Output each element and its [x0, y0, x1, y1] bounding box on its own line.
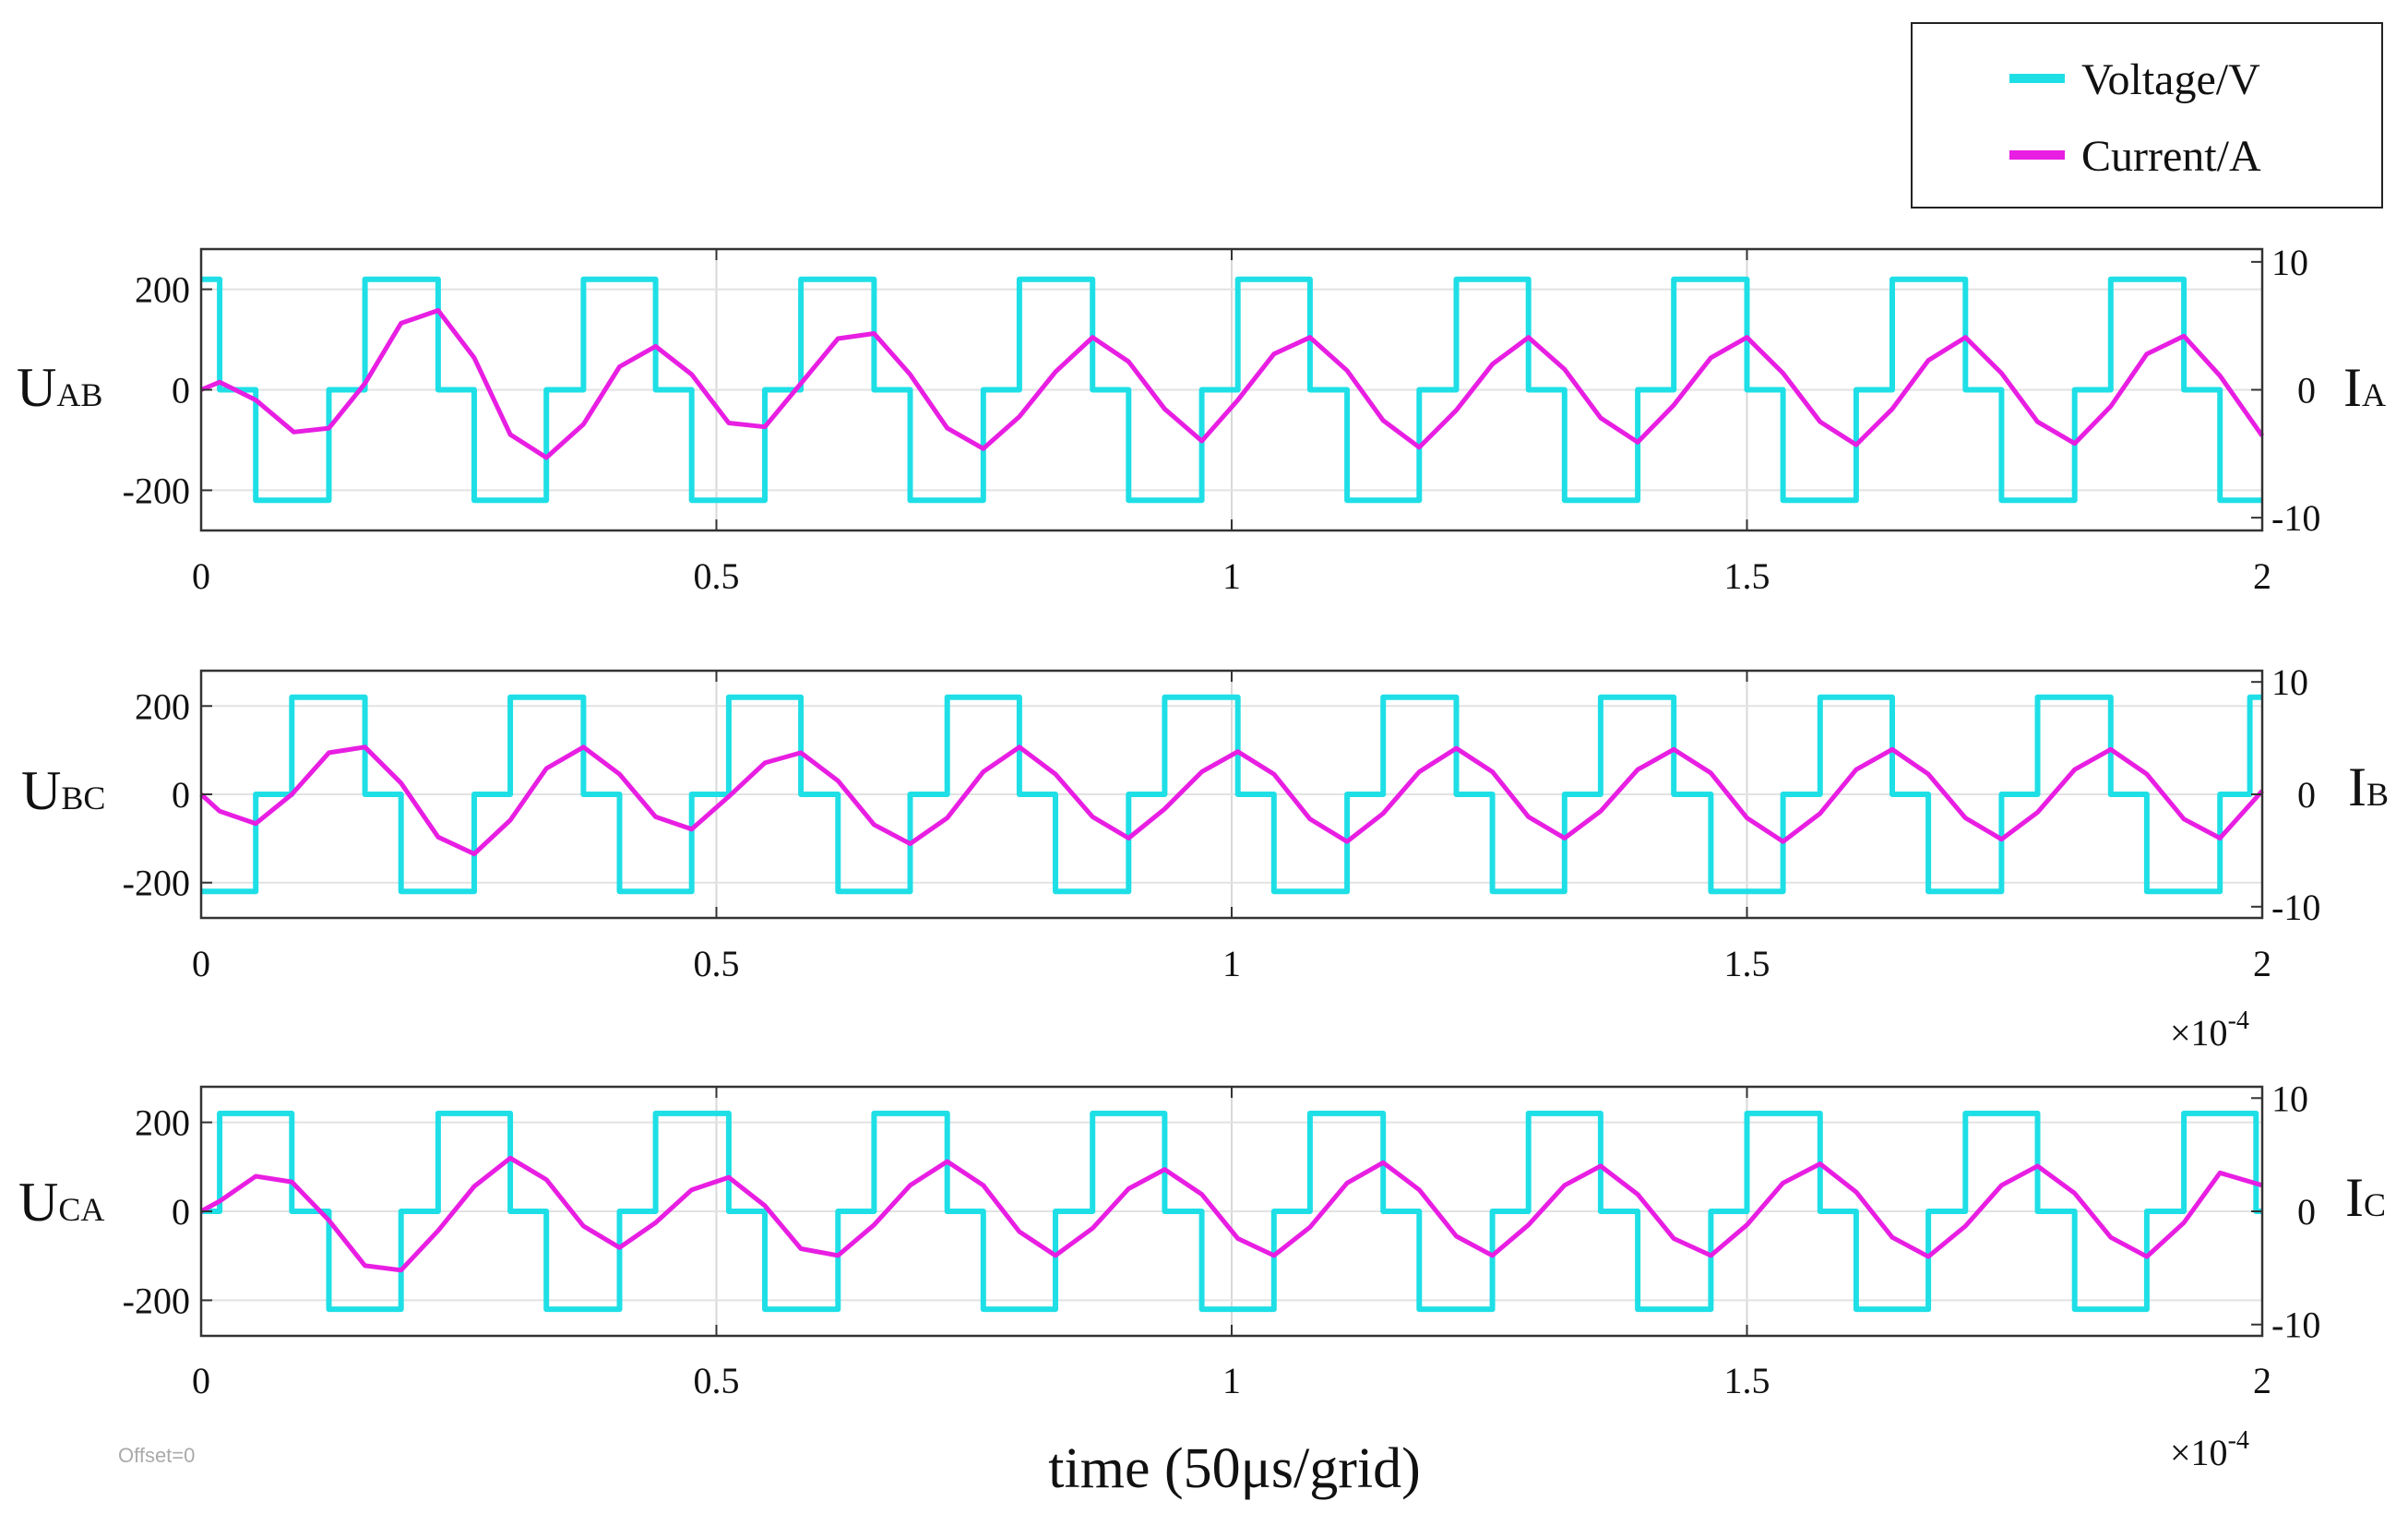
voltage-axis-label: UAB [17, 357, 102, 418]
legend: Voltage/V Current/A [1911, 22, 2383, 208]
voltage-axis-label-subscript: CA [58, 1191, 104, 1228]
x-tick-label: 1 [1222, 1360, 1241, 1401]
x-tick-label: 0 [192, 943, 210, 984]
x-tick-label: 0.5 [694, 943, 740, 984]
current-axis-label: IA [2343, 357, 2386, 418]
voltage-tick-label: -200 [123, 1280, 190, 1321]
current-tick-label: 10 [2271, 1078, 2308, 1119]
voltage-tick-label: -200 [123, 470, 190, 511]
voltage-axis-label-main: U [21, 760, 61, 821]
x-tick-label: 1 [1222, 555, 1241, 597]
current-series-line [199, 1155, 2263, 1273]
legend-label-voltage: Voltage/V [2081, 55, 2260, 104]
current-axis-label-subscript: B [2366, 776, 2389, 813]
voltage-axis-label-main: U [18, 1172, 58, 1233]
current-axis-label-subscript: C [2364, 1186, 2386, 1223]
x-tick-label: 1.5 [1724, 943, 1770, 984]
voltage-tick-label: 0 [172, 370, 190, 411]
current-axis-label-main: I [2348, 756, 2366, 817]
x-tick-label: 2 [2253, 555, 2271, 597]
x-axis-label: time (50μs/grid) [1048, 1437, 1420, 1500]
voltage-series-line [201, 1110, 2262, 1313]
current-tick-label: -10 [2271, 887, 2320, 928]
voltage-axis-label-main: U [17, 357, 56, 418]
x-tick-label: 0 [192, 555, 210, 597]
current-axis-label-main: I [2345, 1167, 2364, 1228]
current-tick-label: 0 [2297, 370, 2316, 411]
x-multiplier-panel-3: ×10-4 [2170, 1426, 2249, 1473]
voltage-series-line [201, 276, 2262, 504]
voltage-axis-label-subscript: BC [61, 780, 105, 816]
voltage-tick-label: 200 [135, 1102, 190, 1144]
x-tick-label: 2 [2253, 943, 2271, 984]
x-tick-label: 1.5 [1724, 555, 1770, 597]
current-tick-label: 10 [2271, 242, 2308, 283]
voltage-tick-label: 0 [172, 774, 190, 816]
current-tick-label: 0 [2297, 774, 2316, 816]
voltage-axis-label-subscript: AB [56, 376, 102, 413]
voltage-axis-label: UBC [21, 760, 105, 821]
current-axis-label: IC [2345, 1167, 2386, 1228]
current-tick-label: 10 [2271, 661, 2308, 703]
x-tick-label: 2 [2253, 1360, 2271, 1401]
current-series-line [200, 308, 2265, 460]
offset-label: Offset=0 [118, 1444, 195, 1467]
x-tick-label: 0.5 [694, 1360, 740, 1401]
x-tick-label: 1 [1222, 943, 1241, 984]
x-multiplier-exponent: -4 [2228, 1426, 2249, 1455]
current-tick-label: -10 [2271, 497, 2320, 539]
x-multiplier-exponent: -4 [2228, 1007, 2249, 1035]
voltage-tick-label: 200 [135, 685, 190, 727]
current-axis-label-subscript: A [2362, 376, 2386, 413]
voltage-axis-label: UCA [18, 1172, 104, 1233]
current-series-line [199, 745, 2264, 857]
x-tick-label: 1.5 [1724, 1360, 1770, 1401]
x-multiplier-panel-2: ×10-4 [2170, 1007, 2249, 1054]
legend-label-current: Current/A [2081, 132, 2261, 181]
current-axis-label-main: I [2343, 357, 2362, 418]
legend-box [1911, 22, 2383, 208]
current-tick-label: -10 [2271, 1305, 2320, 1346]
voltage-tick-label: -200 [123, 863, 190, 904]
voltage-series-line [201, 694, 2262, 895]
x-tick-label: 0.5 [694, 555, 740, 597]
current-axis-label: IB [2348, 756, 2389, 817]
x-tick-label: 0 [192, 1360, 210, 1401]
current-tick-label: 0 [2297, 1191, 2316, 1233]
voltage-tick-label: 0 [172, 1191, 190, 1233]
voltage-tick-label: 200 [135, 269, 190, 311]
panel-1: 0 0.5 1 1.5 2 200 0 -200 10 0 -10 UAB IA [17, 242, 2386, 597]
